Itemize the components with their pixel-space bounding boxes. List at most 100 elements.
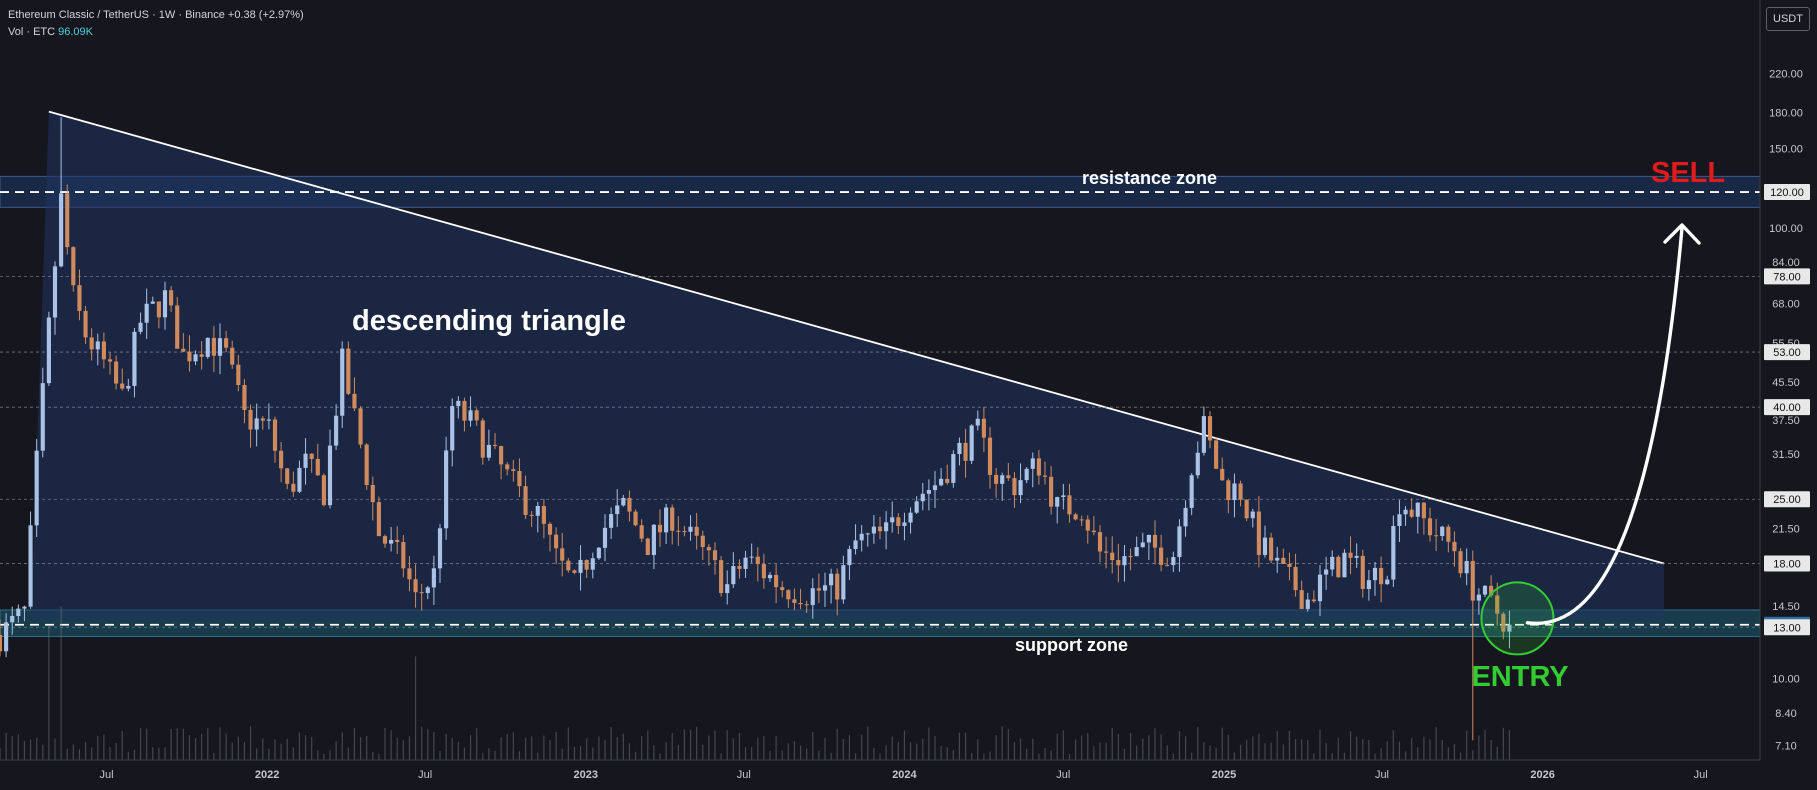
candle-body xyxy=(682,531,687,533)
volume-bar xyxy=(1087,732,1089,760)
volume-bar xyxy=(616,737,618,760)
candle-body xyxy=(1385,579,1390,585)
volume-bar xyxy=(830,752,832,760)
volume-bar xyxy=(1496,746,1498,760)
volume-bar xyxy=(323,753,325,760)
candle-body xyxy=(211,337,216,356)
candle-body xyxy=(987,437,993,475)
candle-body xyxy=(981,418,986,438)
volume-bar xyxy=(78,749,81,760)
volume-bar xyxy=(66,748,68,760)
candle-body xyxy=(505,464,510,470)
candle-body xyxy=(1262,537,1268,555)
volume-bar xyxy=(531,736,533,760)
candle-body xyxy=(621,497,626,506)
volume-bar xyxy=(115,743,117,760)
volume-bar xyxy=(689,729,692,760)
time-tick-label: 2023 xyxy=(574,769,598,781)
candle-body xyxy=(1183,507,1188,527)
candle-body xyxy=(217,338,223,356)
candle-body xyxy=(285,468,290,484)
volume-bar xyxy=(433,731,435,760)
volume-bar xyxy=(1423,736,1425,760)
candle-body xyxy=(1177,526,1182,558)
volume-bar xyxy=(1178,731,1181,760)
candle-body xyxy=(884,522,889,532)
volume-bar xyxy=(103,734,105,760)
candle-body xyxy=(896,517,901,526)
volume-bar xyxy=(909,742,912,760)
candle-body xyxy=(346,348,351,394)
volume-bar xyxy=(84,742,87,760)
volume-bar xyxy=(194,738,197,760)
candle-body xyxy=(1305,599,1310,609)
candle-body xyxy=(462,400,467,421)
price-tick-label: 10.00 xyxy=(1772,674,1800,686)
volume-bar xyxy=(744,747,747,760)
volume-bar xyxy=(714,730,716,760)
price-tick-label: 7.10 xyxy=(1775,741,1796,753)
currency-button[interactable]: USDT xyxy=(1766,7,1810,31)
candle-body xyxy=(755,556,760,565)
volume-bar xyxy=(738,732,741,760)
volume-bar xyxy=(335,741,337,760)
volume-bar xyxy=(494,750,496,760)
volume-bar xyxy=(958,732,961,760)
volume-bar xyxy=(1062,730,1064,760)
candle-body xyxy=(1336,556,1341,578)
candle-body xyxy=(224,338,229,348)
volume-bar xyxy=(1502,727,1504,760)
volume-bar xyxy=(903,730,906,760)
candle-body xyxy=(1220,468,1225,481)
candle-body xyxy=(499,446,504,465)
volume-bar xyxy=(1252,736,1254,760)
volume-bar xyxy=(170,728,172,760)
volume-bar xyxy=(928,727,930,760)
candle-body xyxy=(572,570,577,573)
volume-bar xyxy=(1313,753,1315,760)
candle-body xyxy=(914,501,919,513)
price-level-label: 53.00 xyxy=(1773,347,1801,359)
candle-body xyxy=(1269,537,1274,561)
candle-body xyxy=(4,622,9,652)
candle-body xyxy=(1507,624,1512,632)
candle-body xyxy=(95,341,100,350)
price-tick-label: 150.00 xyxy=(1769,143,1803,155)
volume-bar xyxy=(1459,752,1462,760)
candle-body xyxy=(83,310,88,338)
candle-body xyxy=(1097,532,1103,552)
candle-body xyxy=(1293,566,1298,591)
candle-body xyxy=(1146,534,1151,543)
time-tick-label: Jul xyxy=(1694,769,1708,781)
volume-bar xyxy=(482,753,484,760)
volume-bar xyxy=(188,734,191,760)
candle-body xyxy=(205,337,210,357)
volume-bar xyxy=(1227,734,1229,760)
candle-body xyxy=(749,556,754,558)
candle-body xyxy=(615,505,620,515)
candle-body xyxy=(767,574,773,579)
sell-label: SELL xyxy=(1651,157,1725,189)
candle-body xyxy=(1165,564,1170,566)
candle-body xyxy=(1470,561,1475,601)
candle-body xyxy=(1501,613,1506,632)
candle-body xyxy=(1324,569,1329,575)
volume-bar xyxy=(891,736,893,760)
volume-bar xyxy=(1472,750,1474,760)
volume-bar xyxy=(1044,748,1046,760)
volume-bar xyxy=(280,743,282,760)
volume-bar xyxy=(1349,731,1352,760)
volume-bar xyxy=(518,751,521,760)
candle-body xyxy=(303,453,308,468)
candle-body xyxy=(1311,599,1316,602)
volume-bar xyxy=(304,734,307,760)
volume-bar xyxy=(873,747,875,760)
price-tick-label: 84.00 xyxy=(1772,257,1800,269)
candle-body xyxy=(1452,541,1457,552)
candle-body xyxy=(1055,497,1060,507)
volume-bar xyxy=(1441,739,1443,760)
candle-body xyxy=(1049,476,1054,507)
candle-body xyxy=(1140,542,1145,548)
candle-body xyxy=(1281,557,1286,564)
